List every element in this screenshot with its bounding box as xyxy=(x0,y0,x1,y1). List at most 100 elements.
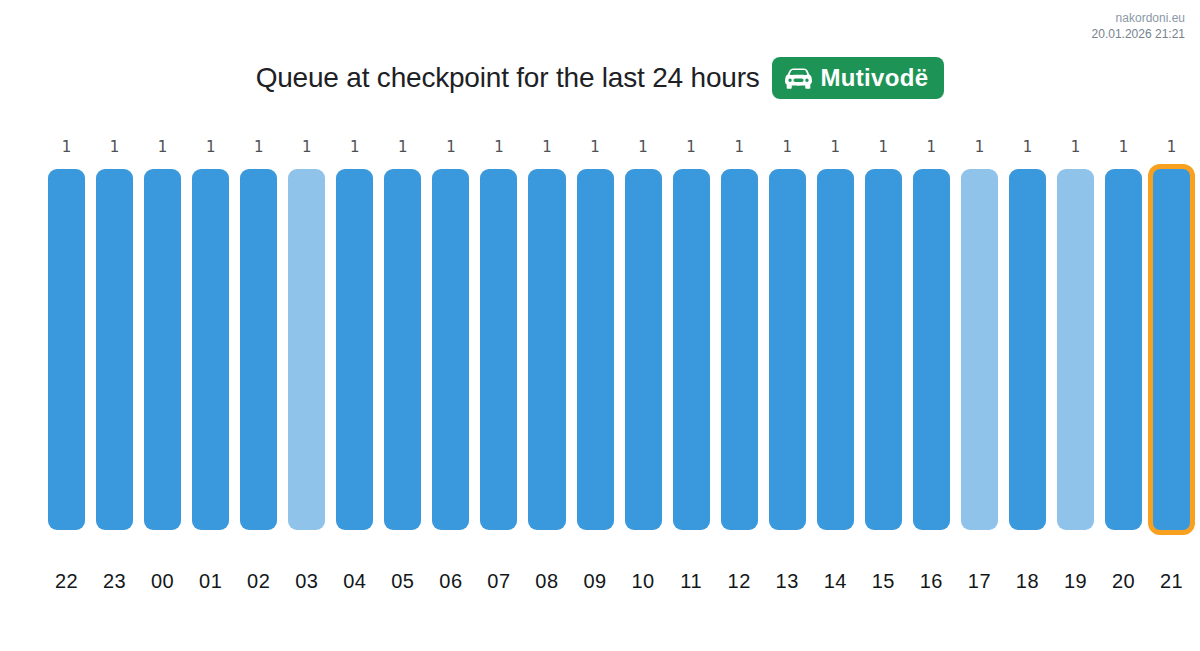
hour-axis-label: 23 xyxy=(103,570,126,592)
queue-bar[interactable] xyxy=(288,169,325,530)
queue-bar[interactable] xyxy=(817,169,854,530)
chart-column: 1 19 xyxy=(1057,135,1094,592)
page-meta: nakordoni.eu 20.01.2026 21:21 xyxy=(1092,10,1185,42)
hour-axis-label: 14 xyxy=(824,570,847,592)
chart-column: 1 12 xyxy=(721,135,758,592)
hour-axis-label: 11 xyxy=(680,570,702,592)
chart-column: 1 23 xyxy=(96,135,133,592)
queue-bar[interactable] xyxy=(144,169,181,530)
car-icon xyxy=(785,65,812,92)
bar-value-label: 1 xyxy=(542,135,552,159)
chart-column: 1 17 xyxy=(961,135,998,592)
chart-column: 1 22 xyxy=(48,135,85,592)
queue-bar[interactable] xyxy=(1105,169,1142,530)
queue-bar[interactable] xyxy=(240,169,277,530)
queue-bar[interactable] xyxy=(192,169,229,530)
hour-axis-label: 21 xyxy=(1160,570,1183,592)
checkpoint-badge-label: Mutivodë xyxy=(821,64,929,92)
chart-column: 1 03 xyxy=(288,135,325,592)
queue-bar[interactable] xyxy=(480,169,517,530)
chart-column: 1 13 xyxy=(769,135,806,592)
chart-column: 1 18 xyxy=(1009,135,1046,592)
bar-value-label: 1 xyxy=(110,135,120,159)
queue-bar[interactable] xyxy=(528,169,565,530)
hour-axis-label: 13 xyxy=(776,570,799,592)
hour-axis-label: 06 xyxy=(439,570,462,592)
bar-value-label: 1 xyxy=(350,135,360,159)
chart-column: 1 21 xyxy=(1153,135,1190,592)
bar-value-label: 1 xyxy=(1071,135,1081,159)
chart-column: 1 00 xyxy=(144,135,181,592)
bar-value-label: 1 xyxy=(1119,135,1129,159)
bar-value-label: 1 xyxy=(62,135,72,159)
bar-value-label: 1 xyxy=(302,135,312,159)
chart-column: 1 01 xyxy=(192,135,229,592)
hour-axis-label: 02 xyxy=(247,570,270,592)
hour-axis-label: 18 xyxy=(1016,570,1039,592)
chart-column: 1 20 xyxy=(1105,135,1142,592)
queue-bar[interactable] xyxy=(577,169,614,530)
hour-axis-label: 01 xyxy=(199,570,222,592)
bar-value-label: 1 xyxy=(879,135,889,159)
bar-value-label: 1 xyxy=(927,135,937,159)
queue-bar[interactable] xyxy=(721,169,758,530)
queue-bar[interactable] xyxy=(336,169,373,530)
bar-value-label: 1 xyxy=(158,135,168,159)
queue-bar[interactable] xyxy=(961,169,998,530)
page-title: Queue at checkpoint for the last 24 hour… xyxy=(256,62,760,94)
chart-column: 1 04 xyxy=(336,135,373,592)
queue-bar[interactable] xyxy=(1148,164,1195,535)
chart-column: 1 10 xyxy=(625,135,662,592)
hour-axis-label: 20 xyxy=(1112,570,1135,592)
bar-value-label: 1 xyxy=(831,135,841,159)
checkpoint-badge[interactable]: Mutivodë xyxy=(772,57,945,99)
bar-value-label: 1 xyxy=(975,135,985,159)
title-row: Queue at checkpoint for the last 24 hour… xyxy=(0,57,1200,99)
chart-column: 1 15 xyxy=(865,135,902,592)
queue-bar[interactable] xyxy=(48,169,85,530)
queue-bar[interactable] xyxy=(673,169,710,530)
bar-value-label: 1 xyxy=(782,135,792,159)
hour-axis-label: 17 xyxy=(968,570,991,592)
bar-value-label: 1 xyxy=(446,135,456,159)
bar-value-label: 1 xyxy=(494,135,504,159)
queue-bar[interactable] xyxy=(913,169,950,530)
bar-value-label: 1 xyxy=(686,135,696,159)
queue-bar[interactable] xyxy=(769,169,806,530)
queue-bar[interactable] xyxy=(865,169,902,530)
hour-axis-label: 09 xyxy=(583,570,606,592)
chart-column: 1 11 xyxy=(673,135,710,592)
hour-axis-label: 08 xyxy=(535,570,558,592)
bar-value-label: 1 xyxy=(590,135,600,159)
queue-bar[interactable] xyxy=(625,169,662,530)
bar-value-label: 1 xyxy=(1167,135,1177,159)
queue-bar[interactable] xyxy=(384,169,421,530)
hour-axis-label: 15 xyxy=(872,570,895,592)
site-link[interactable]: nakordoni.eu xyxy=(1092,10,1185,26)
hour-axis-label: 03 xyxy=(295,570,318,592)
bar-value-label: 1 xyxy=(1023,135,1033,159)
chart-column: 1 09 xyxy=(577,135,614,592)
hour-axis-label: 16 xyxy=(920,570,943,592)
bar-value-label: 1 xyxy=(398,135,408,159)
hour-axis-label: 19 xyxy=(1064,570,1087,592)
bar-value-label: 1 xyxy=(206,135,216,159)
queue-bar[interactable] xyxy=(96,169,133,530)
queue-chart-page: nakordoni.eu 20.01.2026 21:21 Queue at c… xyxy=(0,0,1200,651)
chart-column: 1 05 xyxy=(384,135,421,592)
hour-axis-label: 00 xyxy=(151,570,174,592)
chart-column: 1 06 xyxy=(432,135,469,592)
chart-column: 1 08 xyxy=(528,135,565,592)
chart-column: 1 07 xyxy=(480,135,517,592)
hour-axis-label: 05 xyxy=(391,570,414,592)
queue-bar[interactable] xyxy=(1009,169,1046,530)
hour-axis-label: 10 xyxy=(631,570,654,592)
bar-chart: 1 22 1 23 1 00 1 01 1 02 1 03 1 04 1 05 xyxy=(48,135,1190,592)
queue-bar[interactable] xyxy=(432,169,469,530)
queue-bar[interactable] xyxy=(1057,169,1094,530)
hour-axis-label: 12 xyxy=(728,570,751,592)
chart-column: 1 16 xyxy=(913,135,950,592)
hour-axis-label: 04 xyxy=(343,570,366,592)
bars-row: 1 22 1 23 1 00 1 01 1 02 1 03 1 04 1 05 xyxy=(48,135,1190,592)
hour-axis-label: 22 xyxy=(55,570,78,592)
